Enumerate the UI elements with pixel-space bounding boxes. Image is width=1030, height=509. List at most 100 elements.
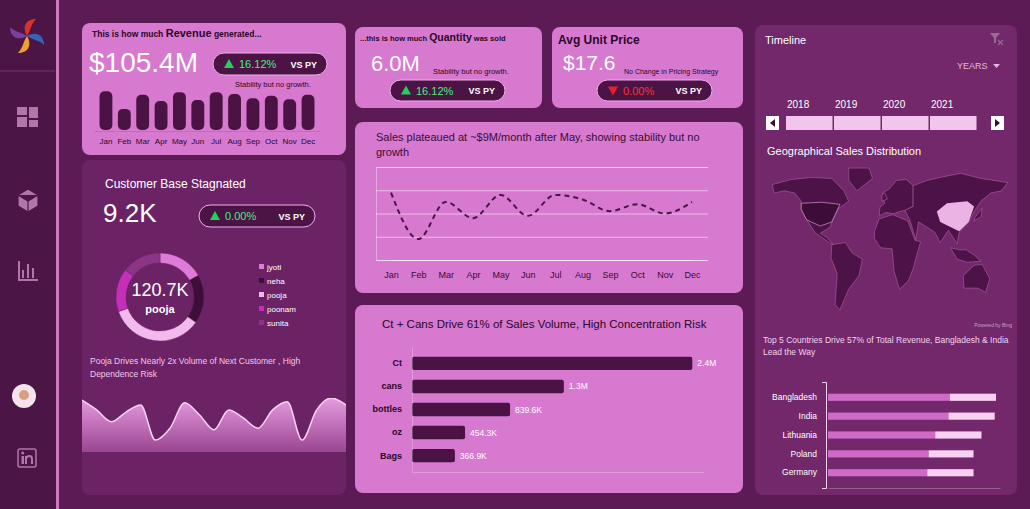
y-tick	[376, 237, 708, 238]
kpi-title-part: ...this is how much	[360, 34, 429, 43]
landmass	[849, 168, 873, 191]
x-tick-label: Feb	[411, 270, 427, 280]
timeline-segment[interactable]	[882, 116, 929, 130]
timeline-scroll-left[interactable]	[766, 116, 779, 130]
y-axis-line	[822, 383, 827, 489]
y-axis	[376, 168, 708, 261]
x-tick-label: Jun	[521, 270, 536, 280]
x-tick-label: Aug	[575, 270, 591, 280]
report-icon	[19, 261, 38, 280]
x-axis	[413, 472, 705, 473]
y-tick	[376, 214, 708, 215]
x-tick-label: May	[172, 137, 187, 146]
region-highlight	[937, 201, 974, 231]
bar	[828, 469, 927, 476]
timeline-segment[interactable]	[786, 116, 833, 130]
x-tick: Aug	[575, 260, 591, 280]
kpi-comparison: VS PY	[675, 86, 702, 96]
x-tick-label: Sep	[246, 137, 261, 146]
linkedin-icon-part	[21, 452, 24, 455]
bar	[828, 450, 929, 457]
legend-swatch	[259, 264, 264, 269]
y-tick-label: Lithuania	[782, 430, 817, 440]
y-tick: Bags	[380, 451, 412, 461]
revenue-bars	[100, 91, 315, 130]
trend-arrow	[224, 59, 234, 68]
timeline-segment[interactable]	[930, 116, 977, 130]
y-axis-line	[377, 168, 709, 261]
timeline-segment[interactable]	[834, 116, 881, 130]
x-tick: Oct	[631, 260, 646, 280]
y-tick-label: oz	[392, 427, 402, 437]
bar	[302, 95, 315, 130]
timeline-year: 2021	[931, 99, 954, 110]
legend-entry: pooja	[267, 291, 287, 300]
legend-entry: sunita	[267, 319, 289, 328]
x-tick-label: May	[492, 270, 510, 280]
icon-part	[17, 107, 27, 115]
x-tick: Mar	[136, 131, 150, 146]
y-tick: Bangladesh	[772, 392, 826, 402]
logo-petal	[25, 19, 36, 36]
x-tick: Jun	[521, 260, 536, 280]
bar	[228, 94, 241, 130]
legend-swatch	[259, 292, 264, 297]
x-tick: Dec	[684, 260, 701, 280]
title-line: Sales plateaued at ~$9M/month after May,…	[376, 131, 703, 143]
x-tick: Dec	[301, 131, 315, 146]
x-tick-label: Apr	[155, 137, 168, 146]
x-tick-label: Dec	[301, 137, 315, 146]
y-tick-label: Germany	[782, 467, 818, 477]
timeline-scroll-right[interactable]	[991, 116, 1004, 130]
x-tick: Aug	[227, 131, 241, 146]
trend-arrow	[608, 87, 618, 96]
kpi-title-part: Quantity	[429, 31, 472, 43]
data-label: 839.6K	[515, 405, 542, 415]
x-tick-label: Aug	[227, 137, 241, 146]
kpi-value: 6.0M	[371, 51, 420, 76]
x-tick: Jan	[99, 131, 112, 146]
kpi-value: 9.2K	[103, 198, 157, 228]
trend-card	[355, 122, 743, 293]
arrow	[995, 119, 1000, 127]
kpi-title-part: Customer Base Stagnated	[105, 177, 246, 191]
slice	[188, 275, 204, 322]
x-tick-label: Jun	[191, 137, 204, 146]
avatar-hijab	[12, 384, 36, 408]
x-tick: Sep	[246, 131, 261, 146]
bar	[412, 357, 692, 370]
x-tick-label: Jan	[99, 137, 112, 146]
y-tick	[376, 260, 708, 261]
x-axis	[829, 488, 1001, 489]
y-tick	[376, 190, 708, 191]
kpi-note: Stability but no growth.	[433, 67, 509, 76]
y-tick: India	[799, 411, 826, 421]
grid-line	[376, 237, 708, 238]
y-tick	[376, 167, 708, 168]
x-tick: Apr	[467, 260, 481, 280]
x-axis: JanFebMarAprMayJunJulAugSepOctNovDec	[95, 131, 321, 146]
bar	[118, 109, 131, 130]
data-label: 366.9K	[460, 451, 487, 461]
bar	[283, 99, 296, 130]
y-tick-label: Bags	[380, 451, 402, 461]
bar	[412, 403, 510, 416]
arrow	[770, 119, 775, 127]
data-label: 454.3K	[470, 428, 497, 438]
legend-swatch	[259, 306, 264, 311]
kpi-comparison: VS PY	[278, 212, 305, 222]
kpi-title: Avg Unit Price	[558, 33, 640, 47]
y-tick: Germany	[782, 467, 826, 477]
bar	[948, 413, 994, 420]
logo-petal	[27, 34, 44, 45]
x-tick-label: Feb	[117, 137, 131, 146]
title-line: Lead the Way	[763, 347, 816, 357]
bar	[828, 431, 935, 438]
title-line: Ct + Cans Drive 61% of Sales Volume, Hig…	[382, 318, 707, 330]
kpi-change: 16.12%	[239, 58, 277, 70]
kpi-change: 0.00%	[623, 85, 654, 97]
y-tick: Ct	[393, 358, 413, 368]
landmass	[831, 243, 862, 310]
linkedin-icon-part	[22, 456, 25, 464]
grid-line	[376, 167, 708, 168]
